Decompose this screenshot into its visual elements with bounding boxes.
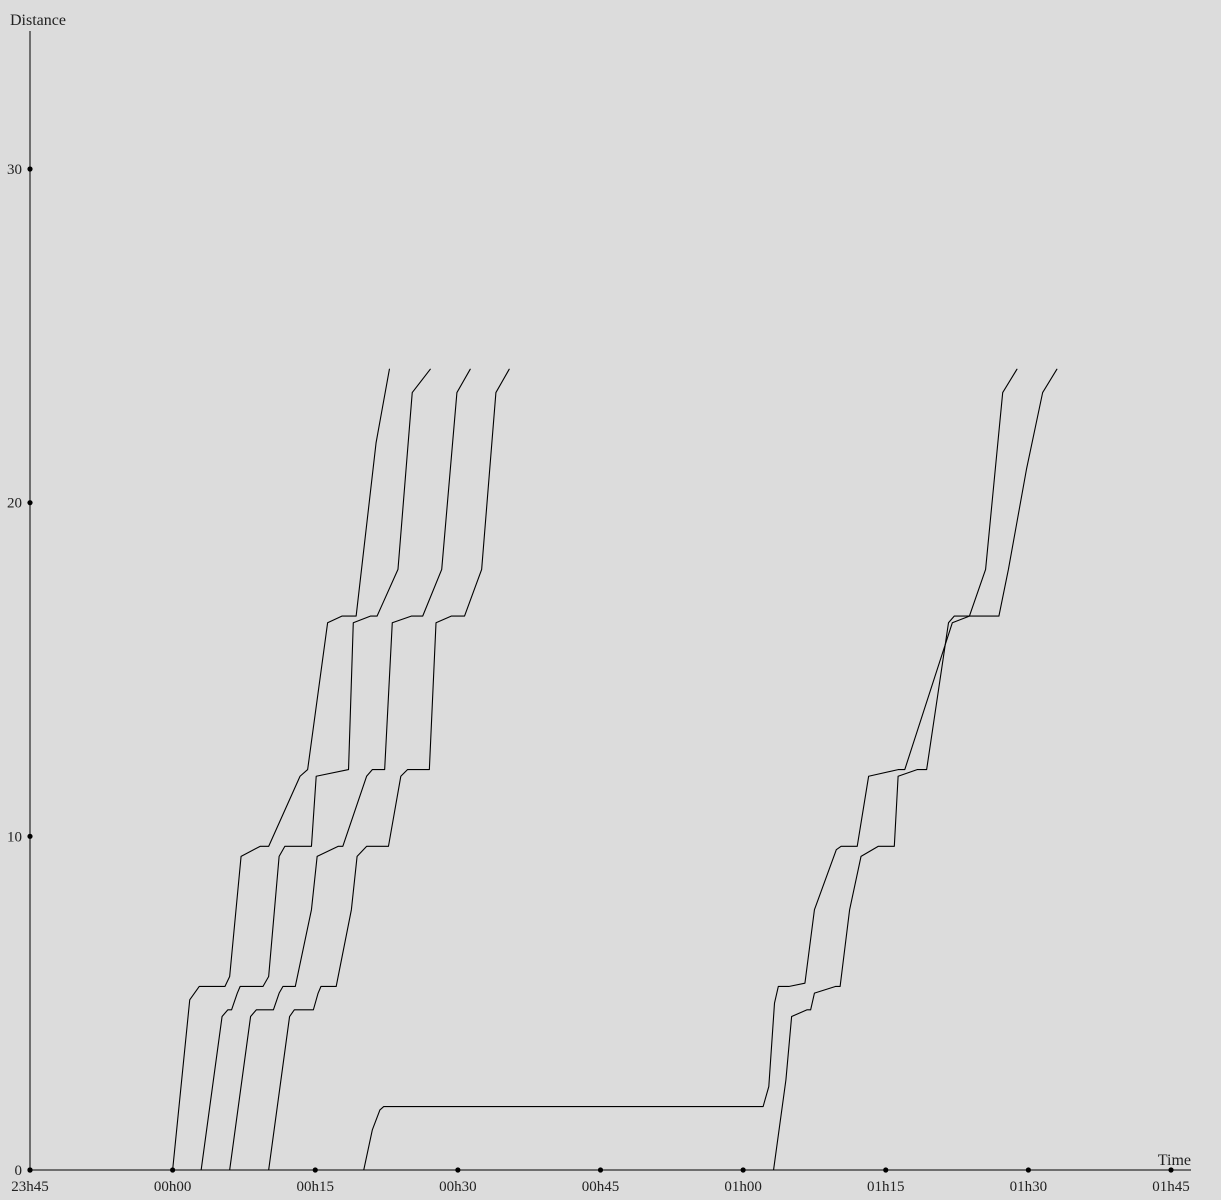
y-tick-label: 30 bbox=[7, 162, 22, 178]
x-tick-label: 01h15 bbox=[867, 1179, 905, 1195]
x-tick-mark bbox=[312, 1167, 318, 1173]
series-line-trip-1 bbox=[29, 368, 390, 1171]
series-line-trip-3 bbox=[229, 368, 471, 1171]
series-line-trip-6 bbox=[773, 368, 1058, 1171]
x-tick-label: 00h15 bbox=[297, 1179, 335, 1195]
x-tick-label: 01h30 bbox=[1010, 1179, 1048, 1195]
y-tick-mark bbox=[27, 833, 33, 839]
x-tick-label: 23h45 bbox=[11, 1179, 49, 1195]
y-tick-mark bbox=[27, 500, 33, 506]
x-tick-label: 00h30 bbox=[439, 1179, 477, 1195]
y-tick-label: 20 bbox=[7, 496, 22, 512]
y-axis-label: Distance bbox=[10, 12, 66, 29]
x-tick-label: 01h00 bbox=[724, 1179, 762, 1195]
x-tick-mark bbox=[597, 1167, 604, 1173]
x-tick-label: 00h45 bbox=[582, 1179, 620, 1195]
x-tick-mark bbox=[455, 1167, 461, 1173]
x-axis-label: Time bbox=[1158, 1152, 1191, 1169]
series-layer bbox=[29, 368, 1058, 1171]
x-tick-label: 00h00 bbox=[154, 1179, 192, 1195]
y-tick-label: 0 bbox=[15, 1163, 23, 1179]
series-line-trip-5 bbox=[363, 368, 1018, 1171]
ticks-layer: 23h45 00h00 00h15 00h30 00h45 01h00 01h15 01h30… bbox=[7, 162, 1190, 1195]
x-tick-mark bbox=[740, 1167, 746, 1173]
series-line-trip-4 bbox=[268, 368, 510, 1171]
series-line-trip-2 bbox=[200, 368, 431, 1171]
x-tick-mark bbox=[883, 1167, 889, 1173]
axes-layer: Distance Time bbox=[10, 12, 1191, 1171]
y-tick-label: 10 bbox=[7, 829, 22, 845]
y-tick-mark bbox=[27, 166, 33, 172]
x-tick-label: 01h45 bbox=[1152, 1179, 1190, 1195]
x-tick-mark bbox=[1168, 1167, 1174, 1173]
x-tick-mark bbox=[1025, 1167, 1031, 1173]
